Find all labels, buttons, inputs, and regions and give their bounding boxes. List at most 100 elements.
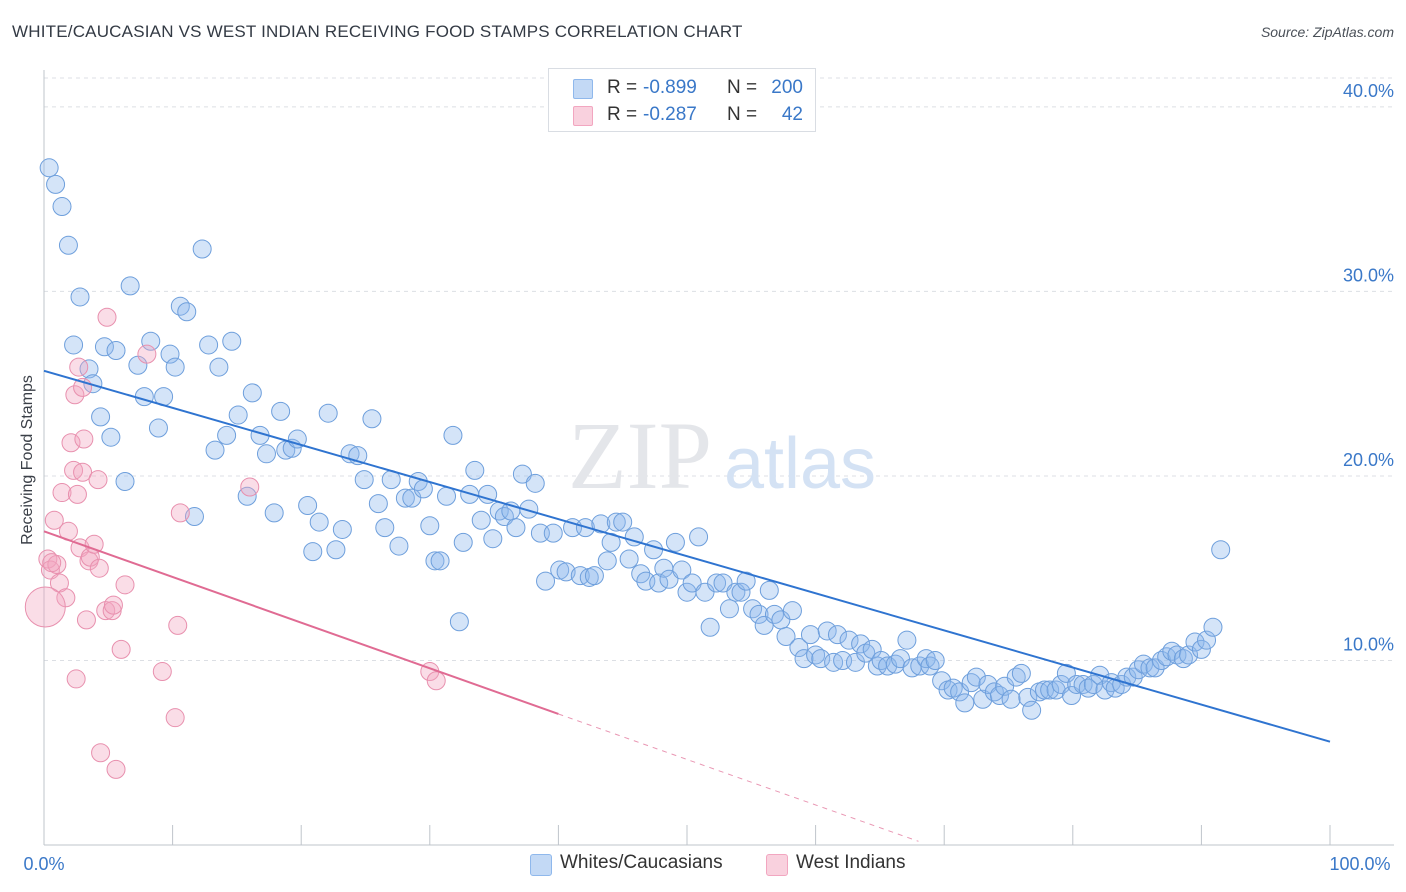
- west-indian-point: [61, 433, 81, 453]
- white-caucasian-point: [402, 488, 422, 508]
- chart-title: WHITE/CAUCASIAN VS WEST INDIAN RECEIVING…: [12, 22, 743, 41]
- white-caucasian-point: [707, 573, 727, 593]
- white-caucasian-point: [222, 331, 242, 351]
- white-caucasian-point: [856, 643, 876, 663]
- west-indian-point: [91, 743, 111, 763]
- west-indian-point: [40, 560, 60, 580]
- white-caucasian-point: [375, 518, 395, 538]
- white-caucasian-point: [713, 573, 733, 593]
- white-caucasian-point: [556, 562, 576, 582]
- west-indian-point: [111, 639, 131, 659]
- white-caucasian-point: [449, 612, 469, 632]
- west-indian-point: [89, 558, 109, 578]
- white-caucasian-point: [665, 532, 685, 552]
- r-value: -0.287: [643, 104, 697, 125]
- r-value: -0.899: [643, 77, 697, 98]
- legend-label-whites: Whites/Caucasians: [560, 852, 723, 873]
- white-caucasian-point: [1078, 678, 1098, 698]
- white-caucasian-point: [1134, 654, 1154, 674]
- white-caucasian-point: [389, 536, 409, 556]
- x-tick-label: 100.0%: [1329, 854, 1390, 874]
- white-caucasian-point: [817, 621, 837, 641]
- white-caucasian-point: [525, 473, 545, 493]
- n-label: N =: [727, 77, 758, 98]
- white-caucasian-point: [897, 630, 917, 650]
- source-label: Source: ZipAtlas.com: [1260, 24, 1394, 40]
- legend-label-west-indians: West Indians: [796, 852, 906, 873]
- white-caucasian-point: [731, 582, 751, 602]
- watermark: ZIP atlas: [568, 402, 876, 509]
- legend: Whites/Caucasians West Indians: [0, 852, 1406, 878]
- white-caucasian-point: [955, 693, 975, 713]
- white-caucasian-point: [362, 409, 382, 429]
- trend-line-west-indians: [43, 530, 559, 715]
- white-caucasian-point: [228, 405, 248, 425]
- white-caucasian-point: [1173, 649, 1193, 669]
- white-caucasian-point: [165, 357, 185, 377]
- r-label: R =: [607, 104, 638, 125]
- west-indian-point: [106, 759, 126, 779]
- white-caucasian-point: [584, 566, 604, 586]
- west-indian-point: [152, 662, 172, 682]
- white-caucasian-point: [453, 532, 473, 552]
- white-caucasian-point: [649, 573, 669, 593]
- white-caucasian-point: [764, 604, 784, 624]
- white-caucasian-point: [115, 471, 135, 491]
- white-caucasian-point: [242, 383, 262, 403]
- white-caucasian-point: [177, 302, 197, 322]
- west-indian-point: [115, 575, 135, 595]
- y-tick-label: 40.0%: [1343, 81, 1394, 101]
- trend-lines: [43, 369, 1331, 842]
- white-caucasian-point: [94, 337, 114, 357]
- white-caucasian-point: [217, 425, 237, 445]
- white-caucasian-point: [309, 512, 329, 532]
- white-caucasian-point: [420, 516, 440, 536]
- white-caucasian-point: [743, 599, 763, 619]
- white-caucasian-point: [134, 387, 154, 407]
- white-caucasian-point: [759, 580, 779, 600]
- white-caucasian-point: [465, 460, 485, 480]
- white-caucasian-point: [1062, 686, 1082, 706]
- west-indian-point: [67, 484, 87, 504]
- west-indian-point: [76, 610, 96, 630]
- white-caucasian-point: [984, 682, 1004, 702]
- white-caucasian-point: [298, 495, 318, 515]
- white-caucasian-point: [1046, 680, 1066, 700]
- west-indian-point: [170, 503, 190, 523]
- white-caucasian-point: [1006, 667, 1026, 687]
- y-tick-label: 10.0%: [1343, 634, 1394, 654]
- white-caucasian-point: [851, 634, 871, 654]
- white-caucasian-point: [966, 667, 986, 687]
- white-caucasian-point: [890, 649, 910, 669]
- white-caucasian-point: [494, 507, 514, 527]
- white-caucasian-point: [192, 239, 212, 259]
- white-caucasian-point: [256, 444, 276, 464]
- trend-line-west-indians-extension: [558, 713, 919, 842]
- white-caucasian-point: [148, 418, 168, 438]
- white-caucasian-point: [920, 656, 940, 676]
- white-caucasian-point: [943, 678, 963, 698]
- west-indian-point: [88, 470, 108, 490]
- x-tick-label: 0.0%: [23, 854, 64, 874]
- white-caucasian-point: [318, 403, 338, 423]
- white-caucasian-point: [749, 604, 769, 624]
- white-caucasian-point: [46, 174, 66, 194]
- white-caucasian-point: [430, 551, 450, 571]
- white-caucasian-point: [827, 625, 847, 645]
- white-caucasian-point: [659, 569, 679, 589]
- stats-row-whites: R = -0.899 N = 200: [549, 74, 815, 100]
- white-caucasian-point: [1203, 617, 1223, 637]
- white-caucasian-point: [1001, 689, 1021, 709]
- white-caucasian-point: [395, 488, 415, 508]
- white-caucasian-point: [1011, 663, 1031, 683]
- white-caucasian-point: [70, 287, 90, 307]
- white-caucasian-point: [326, 540, 346, 560]
- white-caucasian-point: [794, 649, 814, 669]
- white-caucasian-point: [695, 582, 715, 602]
- white-caucasian-point: [871, 650, 891, 670]
- west-indian-point: [44, 510, 64, 530]
- white-caucasian-point: [271, 401, 291, 421]
- white-caucasian-point: [811, 649, 831, 669]
- watermark-atlas: atlas: [724, 424, 876, 504]
